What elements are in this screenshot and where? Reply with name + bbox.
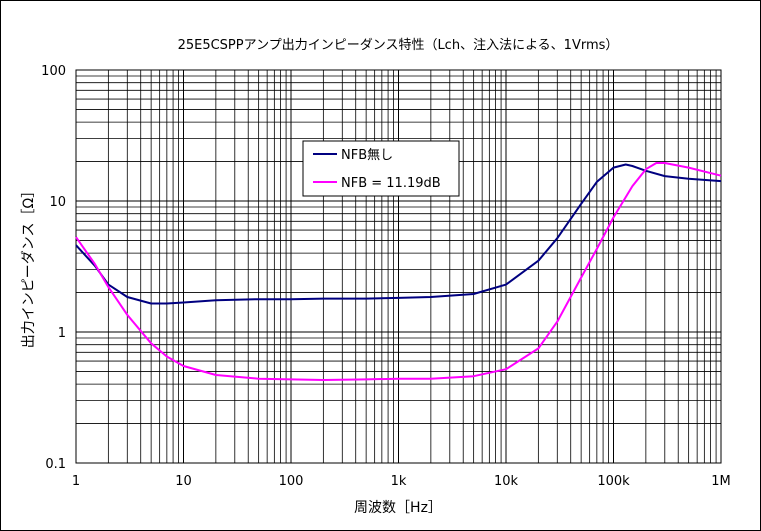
grid (75, 70, 721, 464)
y-tick-label: 10 (49, 195, 66, 210)
series-group (75, 162, 722, 381)
x-tick-label: 1M (711, 474, 731, 489)
x-axis-title: 周波数［Hz］ (354, 500, 442, 516)
legend-label-nfb-on: NFB = 11.19dB (341, 176, 441, 191)
x-tick-label: 10k (494, 474, 519, 489)
y-tick-label: 0.1 (45, 457, 66, 472)
x-tick-labels: 1 10 100 1k 10k 100k 1M (72, 474, 731, 489)
plot-area (75, 69, 722, 464)
legend-label-nfb-off: NFB無し (341, 148, 393, 163)
y-tick-label: 100 (41, 64, 66, 79)
x-tick-label: 1k (391, 474, 407, 489)
legend-box (302, 140, 460, 197)
y-tick-label: 1 (58, 326, 66, 341)
series-line-nfb-on (75, 162, 722, 381)
legend: NFB無し NFB = 11.19dB (302, 140, 460, 197)
y-axis-title: 出力インピーダンス［Ω］ (21, 184, 37, 348)
x-tick-label: 100 (279, 474, 304, 489)
series-line-nfb-off (75, 163, 722, 305)
x-tick-label: 10 (175, 474, 192, 489)
y-tick-labels: 0.1 1 10 100 (41, 64, 66, 472)
chart-title: 25E5CSPPアンプ出力インピーダンス特性（Lch、注入法による、1Vrms） (178, 38, 619, 53)
x-tick-label: 1 (72, 474, 80, 489)
x-tick-label: 100k (597, 474, 630, 489)
